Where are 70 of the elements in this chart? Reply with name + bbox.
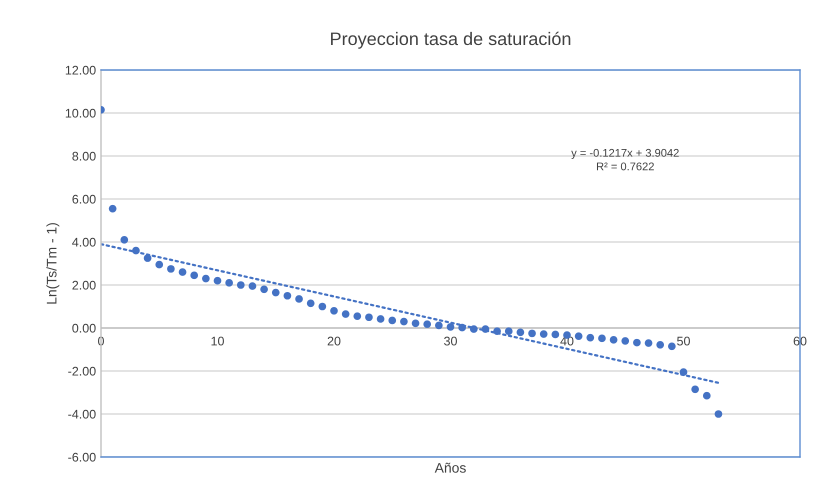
point [120,236,128,244]
point [236,281,245,289]
point [272,288,280,296]
chart-title: Proyeccion tasa de saturación [331,32,570,49]
point [435,322,443,330]
point [702,392,711,400]
point [284,292,292,300]
point [552,330,560,338]
y-tick-label: -6.00 [68,452,96,462]
y-tick-label: 6.00 [72,194,96,204]
point [691,385,699,394]
y-tick-label: 12.00 [66,66,96,75]
point [108,204,116,212]
point [482,325,490,333]
point [621,337,630,345]
point [365,313,373,322]
point [190,272,198,280]
point [248,282,256,290]
point [178,268,186,276]
x-axis-title: Años [434,462,466,473]
point [504,327,513,336]
point [155,260,164,268]
point [493,327,501,336]
x-tick-label: 10 [212,336,224,346]
point [470,325,478,333]
y-tick-label: 8.00 [72,152,96,161]
point [400,318,408,326]
x-tick-label: 20 [328,336,340,346]
point [144,254,152,262]
point [202,274,210,282]
point [540,330,548,338]
point [330,306,338,315]
point [132,246,140,254]
x-tick-label: 30 [444,336,457,346]
point [714,410,722,418]
point [528,330,536,338]
point [633,338,641,346]
point [353,312,362,320]
point [680,368,688,376]
point [516,328,524,336]
point [412,319,420,328]
point [260,285,268,294]
point [574,332,582,340]
point [318,302,326,310]
y-tick-label: 4.00 [72,238,96,247]
point [598,334,606,342]
point [668,342,676,350]
y-tick-label: 0.00 [72,324,96,333]
point [376,315,384,323]
x-tick-label: 50 [677,336,690,346]
point [295,295,303,303]
y-tick-label: -2.00 [68,366,96,376]
point [446,323,454,331]
point [423,320,432,328]
y-tick-label: 10.00 [66,108,96,118]
point [225,279,233,287]
point [586,334,594,342]
point [214,276,222,285]
point [458,324,466,332]
point [644,339,652,347]
point [342,310,350,318]
point [388,316,396,324]
y-tick-label: 2.00 [72,280,96,290]
annotation: y = -0.1217x + 3.9042 R² = 0.7622 [571,148,679,170]
y-tick-label: -4.00 [68,410,96,419]
point [167,265,175,273]
point [656,340,664,349]
point [610,336,618,344]
point [306,299,315,308]
y-axis-title: Ln(Ts/Tm - 1) [46,223,60,304]
